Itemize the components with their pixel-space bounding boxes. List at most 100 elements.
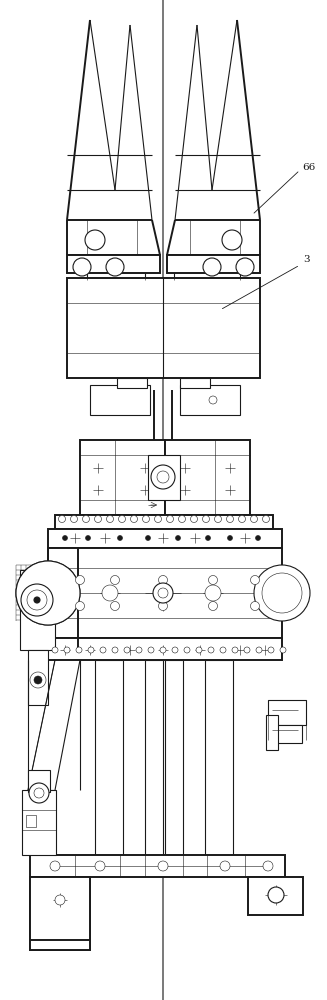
Circle shape <box>202 516 210 522</box>
Bar <box>180 378 210 388</box>
Circle shape <box>106 258 124 276</box>
Circle shape <box>220 861 230 871</box>
Circle shape <box>88 647 94 653</box>
Bar <box>248 877 303 915</box>
Circle shape <box>100 647 106 653</box>
Circle shape <box>76 601 84 610</box>
Bar <box>67 278 260 378</box>
Circle shape <box>159 576 167 584</box>
Circle shape <box>29 783 49 803</box>
Circle shape <box>222 230 242 250</box>
Circle shape <box>154 516 162 522</box>
Circle shape <box>215 516 221 522</box>
Circle shape <box>146 536 150 540</box>
Bar <box>48 638 282 660</box>
Circle shape <box>160 647 166 653</box>
Circle shape <box>55 895 65 905</box>
Bar <box>205 660 233 860</box>
Circle shape <box>76 647 82 653</box>
Circle shape <box>95 861 105 871</box>
Circle shape <box>130 516 137 522</box>
Circle shape <box>250 516 257 522</box>
Circle shape <box>50 861 60 871</box>
Circle shape <box>227 516 233 522</box>
Circle shape <box>250 576 260 584</box>
Circle shape <box>250 601 260 610</box>
Circle shape <box>16 561 80 625</box>
Circle shape <box>263 861 273 871</box>
Circle shape <box>208 647 214 653</box>
Bar <box>28 650 48 705</box>
Circle shape <box>263 516 269 522</box>
Circle shape <box>236 258 254 276</box>
Circle shape <box>184 647 190 653</box>
Circle shape <box>280 647 286 653</box>
Circle shape <box>196 647 202 653</box>
Circle shape <box>209 576 217 584</box>
Bar <box>145 660 163 860</box>
Bar <box>117 378 147 388</box>
Circle shape <box>71 516 77 522</box>
Bar <box>80 440 165 515</box>
Bar <box>30 877 90 950</box>
Bar <box>268 700 306 725</box>
Circle shape <box>203 258 221 276</box>
Bar <box>48 548 282 638</box>
Circle shape <box>158 861 168 871</box>
Circle shape <box>157 471 169 483</box>
Circle shape <box>95 516 101 522</box>
Circle shape <box>151 465 175 489</box>
Bar <box>95 660 123 860</box>
Circle shape <box>153 583 173 603</box>
Circle shape <box>148 647 154 653</box>
Circle shape <box>24 569 72 617</box>
Circle shape <box>118 516 126 522</box>
Text: 66: 66 <box>302 163 315 172</box>
Circle shape <box>136 647 142 653</box>
Circle shape <box>62 536 67 540</box>
Circle shape <box>166 516 174 522</box>
Bar <box>30 877 90 950</box>
Circle shape <box>205 536 211 540</box>
Circle shape <box>238 516 246 522</box>
Bar <box>48 529 282 548</box>
Circle shape <box>85 230 105 250</box>
Circle shape <box>82 516 90 522</box>
Bar <box>30 940 90 950</box>
Circle shape <box>111 601 119 610</box>
Circle shape <box>176 536 181 540</box>
Circle shape <box>143 516 149 522</box>
Bar <box>20 570 55 650</box>
Circle shape <box>268 887 284 903</box>
Bar <box>30 855 285 877</box>
Circle shape <box>64 647 70 653</box>
Circle shape <box>85 536 91 540</box>
Circle shape <box>254 565 310 621</box>
Bar <box>90 385 150 415</box>
Circle shape <box>112 647 118 653</box>
Circle shape <box>268 647 274 653</box>
Circle shape <box>111 576 119 584</box>
Circle shape <box>172 647 178 653</box>
Bar <box>22 790 56 855</box>
Circle shape <box>228 536 232 540</box>
Circle shape <box>27 590 47 610</box>
Circle shape <box>232 647 238 653</box>
Circle shape <box>209 396 217 404</box>
Bar <box>167 255 260 273</box>
Circle shape <box>179 516 185 522</box>
Circle shape <box>76 576 84 584</box>
Circle shape <box>34 597 40 603</box>
Bar <box>28 770 50 792</box>
Bar <box>148 455 180 500</box>
Circle shape <box>34 788 44 798</box>
Circle shape <box>191 516 198 522</box>
Circle shape <box>262 573 302 613</box>
Circle shape <box>159 601 167 610</box>
Circle shape <box>21 584 53 616</box>
Bar <box>165 440 250 515</box>
Circle shape <box>256 647 262 653</box>
Circle shape <box>73 258 91 276</box>
Bar <box>266 715 278 750</box>
Circle shape <box>34 676 42 684</box>
